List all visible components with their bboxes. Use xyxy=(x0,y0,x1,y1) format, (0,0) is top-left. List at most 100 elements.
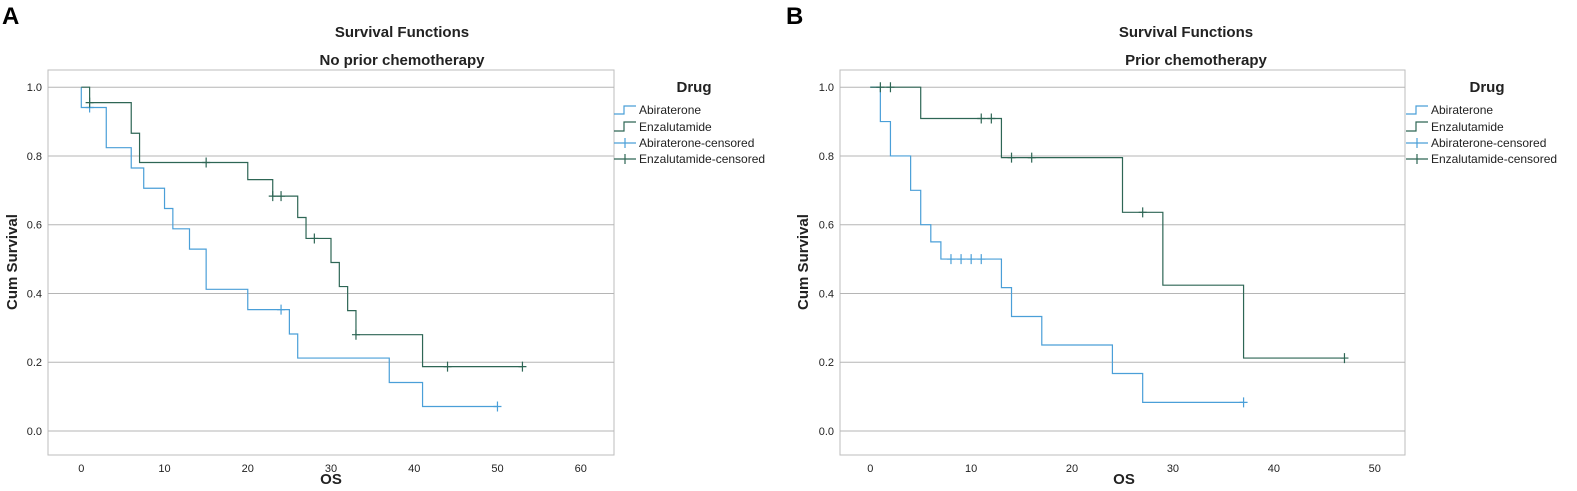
panel-b: B Survival Functions Prior chemotherapy … xyxy=(786,3,1557,488)
survival-curve-enzalutamide xyxy=(870,86,1345,359)
x-tick-labels: 0 10 20 30 40 50 60 xyxy=(78,463,587,475)
y-axis-title: Cum Survival xyxy=(795,214,812,310)
panel-a: A Survival Functions No prior chemothera… xyxy=(2,3,765,488)
legend-censor-abiraterone xyxy=(1406,138,1428,148)
survival-curve-abiraterone xyxy=(870,86,1244,404)
censor-marks xyxy=(876,82,1349,408)
y-tick-label: 0.4 xyxy=(819,288,834,300)
legend-line-enzalutamide xyxy=(614,121,636,132)
legend-label: Abiraterone-censored xyxy=(1431,136,1546,150)
y-tick-label: 0.0 xyxy=(27,426,42,438)
x-tick-label: 50 xyxy=(491,463,503,475)
censor-mark-abiraterone xyxy=(493,401,502,412)
censor-mark-enzalutamide xyxy=(85,97,94,108)
survival-curves xyxy=(870,86,1345,404)
x-tick-label: 20 xyxy=(242,463,254,475)
y-tick-label: 0.0 xyxy=(819,426,834,438)
censor-mark-enzalutamide xyxy=(268,191,277,202)
y-tick-label: 0.6 xyxy=(819,220,834,232)
legend-item-abiraterone: Abiraterone xyxy=(614,103,701,117)
chart-subtitle: No prior chemotherapy xyxy=(319,52,485,69)
y-tick-label: 0.2 xyxy=(27,357,42,369)
x-tick-label: 60 xyxy=(575,463,587,475)
grid-lines xyxy=(840,86,1405,432)
censor-mark-abiraterone xyxy=(967,254,976,265)
y-tick-label: 0.6 xyxy=(27,220,42,232)
chart-subtitle: Prior chemotherapy xyxy=(1125,52,1267,69)
legend-item-enzalutamide: Enzalutamide xyxy=(614,120,712,134)
censor-mark-enzalutamide xyxy=(977,113,986,124)
y-axis-title: Cum Survival xyxy=(4,214,21,310)
y-tick-label: 0.8 xyxy=(27,151,42,163)
x-tick-label: 0 xyxy=(867,463,873,475)
censor-mark-enzalutamide xyxy=(1138,207,1147,218)
x-axis-title: OS xyxy=(320,471,342,488)
censor-mark-enzalutamide xyxy=(351,329,360,340)
legend: Drug Abiraterone Enzalutamide Abirateron… xyxy=(1406,79,1557,166)
censor-mark-abiraterone xyxy=(946,254,955,265)
chart-title: Survival Functions xyxy=(1119,24,1253,41)
survival-curves xyxy=(80,86,523,408)
legend-line-enzalutamide xyxy=(1406,121,1428,132)
x-tick-label: 20 xyxy=(1066,463,1078,475)
x-tick-label: 30 xyxy=(1167,463,1179,475)
censor-mark-enzalutamide xyxy=(1340,353,1349,364)
y-tick-labels: 0.0 0.2 0.4 0.6 0.8 1.0 xyxy=(819,82,834,438)
survival-curve-enzalutamide xyxy=(81,86,523,368)
legend-title: Drug xyxy=(1470,79,1505,96)
legend-label: Abiraterone xyxy=(639,103,701,117)
censor-mark-enzalutamide xyxy=(1007,152,1016,163)
censor-mark-enzalutamide xyxy=(202,157,211,168)
x-tick-label: 40 xyxy=(1268,463,1280,475)
legend-item-enzalutamide-censored: Enzalutamide-censored xyxy=(614,152,765,166)
legend-label: Abiraterone xyxy=(1431,103,1493,117)
legend-label: Enzalutamide xyxy=(639,120,712,134)
x-tick-label: 10 xyxy=(158,463,170,475)
x-tick-label: 50 xyxy=(1369,463,1381,475)
y-tick-label: 1.0 xyxy=(819,82,834,94)
censor-mark-enzalutamide xyxy=(876,82,885,93)
censor-marks xyxy=(85,97,527,412)
x-tick-label: 30 xyxy=(325,463,337,475)
y-tick-label: 0.2 xyxy=(819,357,834,369)
grid-lines xyxy=(48,86,614,432)
chart-title: Survival Functions xyxy=(335,24,469,41)
x-tick-label: 0 xyxy=(78,463,84,475)
censor-mark-abiraterone xyxy=(1239,397,1248,408)
plot-frame xyxy=(47,69,615,456)
panel-letter: A xyxy=(2,3,19,30)
x-tick-label: 10 xyxy=(965,463,977,475)
panel-letter: B xyxy=(786,3,803,30)
censor-mark-enzalutamide xyxy=(310,233,319,244)
legend-item-abiraterone: Abiraterone xyxy=(1406,103,1493,117)
legend-label: Enzalutamide-censored xyxy=(639,152,765,166)
legend-item-enzalutamide-censored: Enzalutamide-censored xyxy=(1406,152,1557,166)
y-tick-label: 1.0 xyxy=(27,82,42,94)
legend: Drug Abiraterone Enzalutamide Abirateron… xyxy=(614,79,765,166)
legend-item-enzalutamide: Enzalutamide xyxy=(1406,120,1504,134)
legend-censor-abiraterone xyxy=(614,138,636,148)
censor-mark-enzalutamide xyxy=(518,361,527,372)
y-tick-label: 0.4 xyxy=(27,288,42,300)
legend-item-abiraterone-censored: Abiraterone-censored xyxy=(1406,136,1546,150)
censor-mark-enzalutamide xyxy=(277,191,286,202)
legend-censor-enzalutamide xyxy=(614,154,636,164)
legend-censor-enzalutamide xyxy=(1406,154,1428,164)
x-axis-title: OS xyxy=(1113,471,1135,488)
censor-mark-abiraterone xyxy=(977,254,986,265)
censor-mark-enzalutamide xyxy=(443,361,452,372)
legend-line-abiraterone xyxy=(1406,105,1428,115)
x-tick-labels: 0 10 20 30 40 50 xyxy=(867,463,1381,475)
censor-mark-enzalutamide xyxy=(987,113,996,124)
y-tick-labels: 0.0 0.2 0.4 0.6 0.8 1.0 xyxy=(27,82,42,438)
legend-label: Enzalutamide-censored xyxy=(1431,152,1557,166)
censor-mark-abiraterone xyxy=(277,304,286,315)
y-tick-label: 0.8 xyxy=(819,151,834,163)
censor-mark-enzalutamide xyxy=(1027,152,1036,163)
survival-curve-abiraterone xyxy=(80,87,498,408)
plot-frame xyxy=(839,69,1406,456)
censor-mark-abiraterone xyxy=(957,254,966,265)
legend-label: Abiraterone-censored xyxy=(639,136,754,150)
legend-line-abiraterone xyxy=(614,105,636,115)
